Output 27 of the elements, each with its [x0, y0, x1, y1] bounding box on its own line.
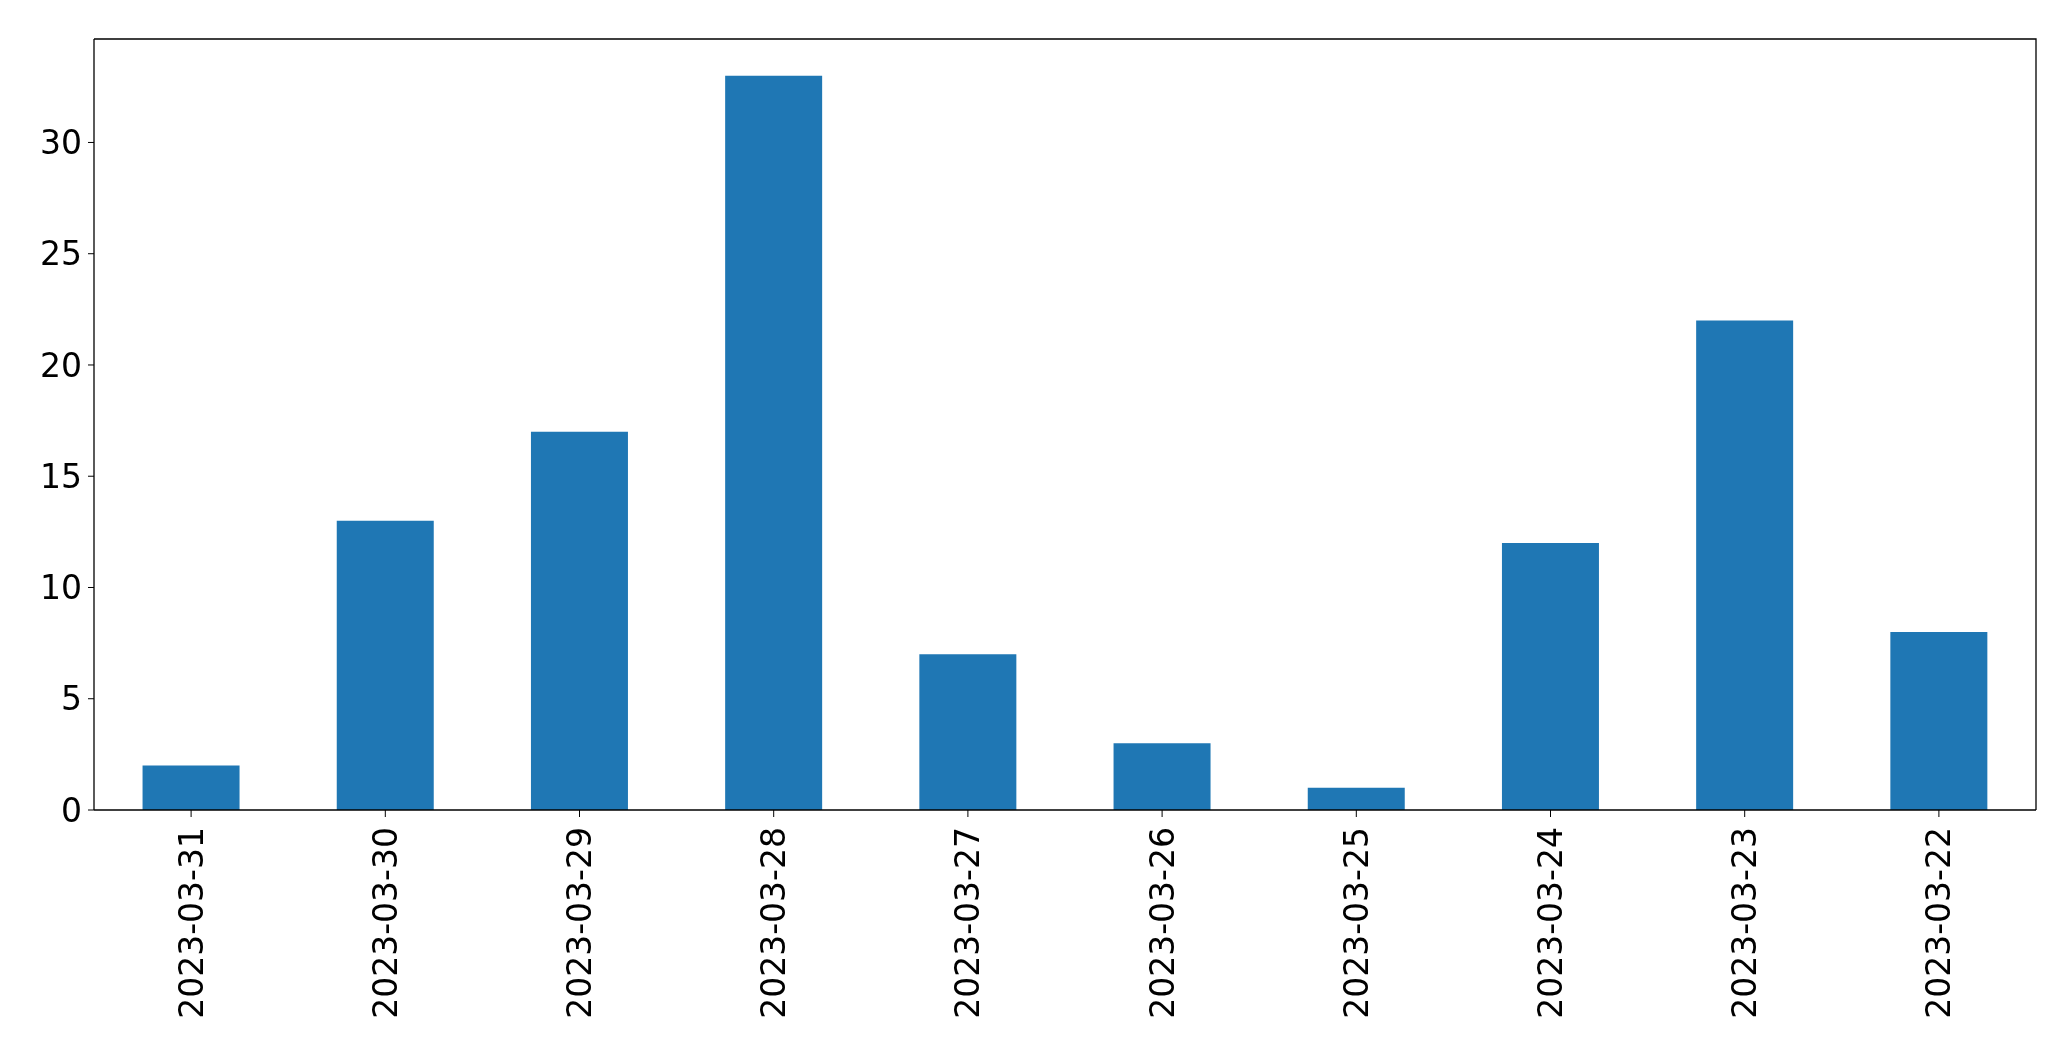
x-tick-label: 2023-03-25 — [1336, 827, 1376, 1019]
x-tick-label: 2023-03-29 — [560, 827, 599, 1019]
bar — [919, 654, 1017, 810]
bar — [336, 520, 434, 810]
y-tick-label: 0 — [61, 790, 82, 830]
y-tick-label: 5 — [61, 679, 82, 719]
x-tick-label: 2023-03-26 — [1142, 827, 1182, 1019]
bar — [725, 75, 823, 810]
y-tick-label: 15 — [40, 456, 82, 496]
bar — [1113, 743, 1211, 810]
x-tick-label: 2023-03-28 — [754, 827, 794, 1019]
y-tick-label: 25 — [40, 234, 82, 274]
x-tick-label: 2023-03-22 — [1919, 827, 1959, 1019]
bar — [1696, 320, 1794, 810]
y-tick-label: 20 — [40, 345, 82, 385]
bar — [142, 765, 240, 810]
y-tick-label: 10 — [40, 568, 82, 608]
bar — [1501, 542, 1599, 810]
x-tick-label: 2023-03-27 — [948, 827, 988, 1019]
y-tick-label: 30 — [40, 123, 82, 163]
bar — [1890, 631, 1988, 810]
bar — [1307, 787, 1405, 810]
x-tick-label: 2023-03-30 — [365, 827, 405, 1019]
x-tick-label: 2023-03-31 — [171, 827, 211, 1019]
x-tick-label: 2023-03-24 — [1531, 827, 1570, 1019]
x-tick-label: 2023-03-23 — [1725, 827, 1765, 1019]
bar — [530, 431, 628, 810]
